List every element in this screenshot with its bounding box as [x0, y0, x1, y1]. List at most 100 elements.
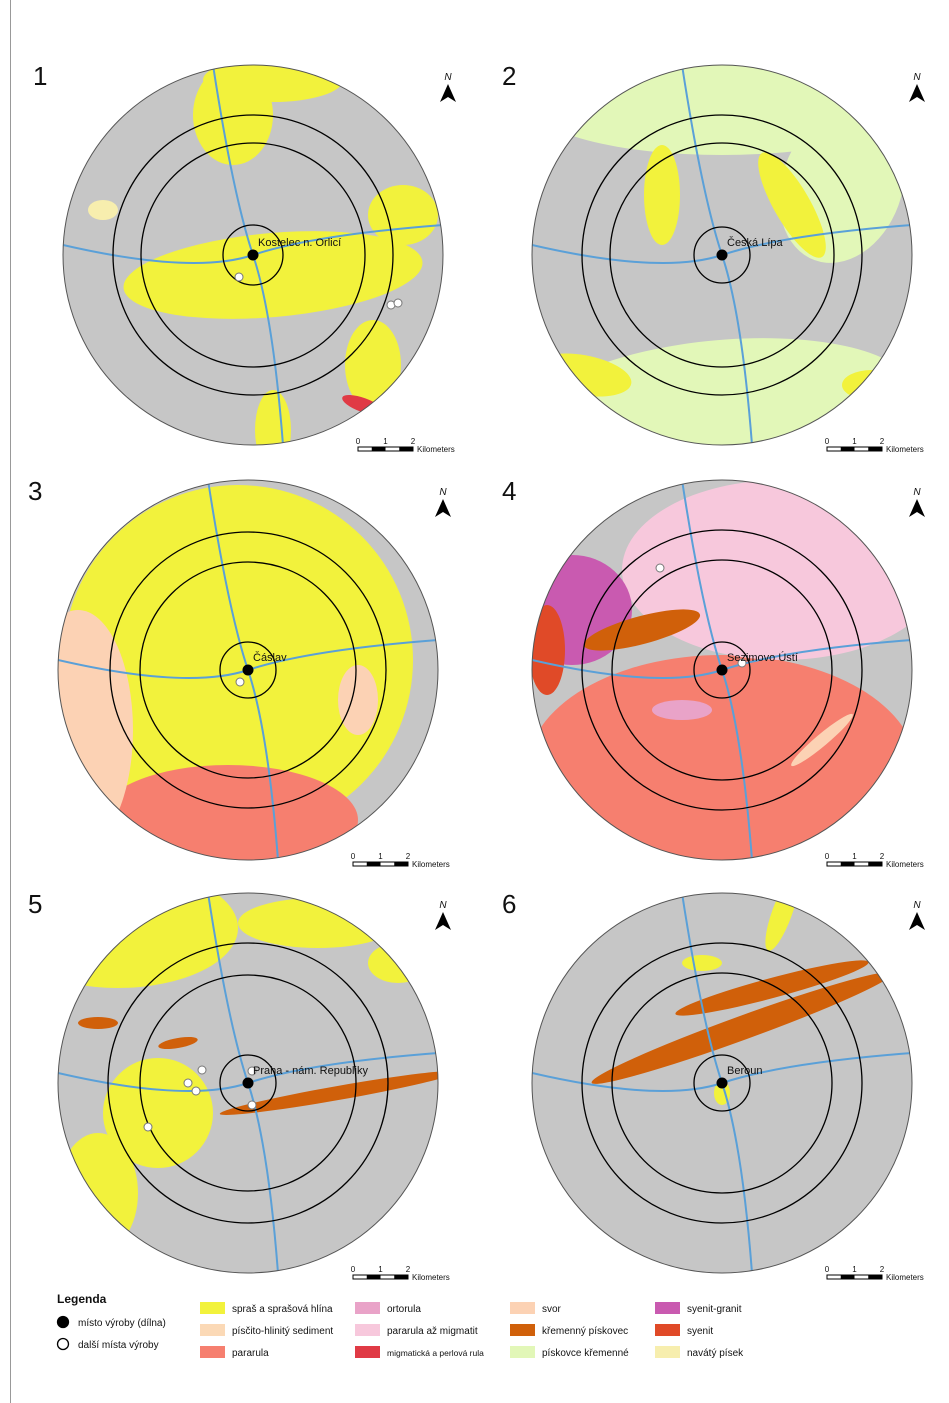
- place-label: Kostelec n. Orlicí: [258, 237, 341, 249]
- geology-area: [644, 145, 680, 245]
- geology-area: [532, 605, 565, 695]
- panel-number: 6: [502, 889, 516, 919]
- scale-label: 2: [411, 437, 416, 446]
- geology-area: [255, 390, 291, 445]
- outline: [531, 892, 913, 1274]
- other-site: [737, 658, 747, 668]
- geology-area: [675, 960, 869, 1016]
- map-panel: [532, 480, 912, 860]
- geology-area: [88, 200, 118, 220]
- buffer-ring: [222, 224, 284, 286]
- legend-label: pararula až migmatit: [387, 1326, 478, 1337]
- outline: [57, 892, 439, 1274]
- place-label: Česká Lípa: [727, 236, 784, 249]
- scale-label: 0: [825, 437, 830, 446]
- legend-label: místo výroby (dílna): [78, 1318, 166, 1329]
- place-label: Sezimovo Ústí: [727, 651, 798, 664]
- other-site: [393, 298, 403, 308]
- legend-title: Legenda: [57, 1292, 107, 1306]
- scale-label: 1: [852, 852, 857, 861]
- other-site: [655, 563, 665, 573]
- buffer-ring: [140, 142, 366, 368]
- geology-area: [532, 655, 912, 860]
- legend-swatch: [655, 1302, 680, 1314]
- north-label: N: [913, 72, 921, 83]
- other-site: [234, 272, 244, 282]
- workshop-site: [247, 249, 259, 261]
- north-arrow: [435, 912, 451, 930]
- buffer-ring: [107, 942, 389, 1224]
- north-arrow: [909, 84, 925, 102]
- scale-label: 0: [351, 1265, 356, 1274]
- north-arrow: [909, 499, 925, 517]
- workshop-site: [716, 1077, 728, 1089]
- scale-label: 0: [825, 1265, 830, 1274]
- legend-label: syenit: [687, 1326, 713, 1337]
- geology-area: [219, 1071, 438, 1115]
- scale-label: 0: [825, 852, 830, 861]
- scale-bar: [394, 862, 408, 866]
- scale-label: 1: [852, 1265, 857, 1274]
- outline: [531, 64, 913, 446]
- scale-bar: [868, 862, 882, 866]
- workshop-site: [716, 249, 728, 261]
- scale-unit: Kilometers: [886, 860, 924, 869]
- geology-area: [591, 972, 893, 1084]
- legend-swatch: [355, 1346, 380, 1358]
- legend-swatch: [655, 1324, 680, 1336]
- legend-label: pararula: [232, 1348, 269, 1359]
- outline: [57, 479, 439, 861]
- north-label: N: [913, 487, 921, 498]
- other-site: [247, 1066, 257, 1076]
- legend-swatch: [510, 1346, 535, 1358]
- legend-swatch: [355, 1324, 380, 1336]
- workshop-site: [242, 664, 254, 676]
- geology-area: [158, 1036, 198, 1050]
- geology-area: [368, 943, 428, 983]
- place-label: Praha - nám. Republiky: [253, 1065, 368, 1077]
- geology-area: [203, 65, 343, 102]
- legend-label: další místa výroby: [78, 1340, 159, 1351]
- scale-bar: [366, 862, 381, 866]
- buffer-ring: [219, 641, 277, 699]
- legend-label: křemenný pískovec: [542, 1326, 628, 1337]
- legend-swatch: [355, 1302, 380, 1314]
- scale-unit: Kilometers: [412, 860, 450, 869]
- geology-area: [58, 610, 133, 850]
- buffer-ring: [693, 226, 751, 284]
- scale-unit: Kilometers: [412, 1273, 450, 1282]
- north-arrow: [440, 84, 456, 102]
- place-label: Čáslav: [253, 651, 287, 664]
- scale-bar: [840, 862, 855, 866]
- scale-unit: Kilometers: [886, 445, 924, 454]
- north-arrow: [909, 912, 925, 930]
- buffer-ring: [609, 142, 835, 368]
- scale-label: 0: [356, 437, 361, 446]
- workshop-site: [716, 664, 728, 676]
- legend-label: syenit-granit: [687, 1304, 742, 1315]
- outline: [531, 479, 913, 861]
- other-site: [143, 1122, 153, 1132]
- geology-area: [758, 152, 826, 258]
- legend-label: písčito-hlinitý sediment: [232, 1326, 333, 1337]
- buffer-ring: [112, 114, 394, 396]
- scale-label: 1: [378, 1265, 383, 1274]
- scale-label: 2: [406, 852, 411, 861]
- buffer-ring: [581, 114, 863, 396]
- legend-label: migmatická a perlová rula: [387, 1348, 484, 1358]
- legend-label: ortorula: [387, 1304, 421, 1315]
- buffer-ring: [581, 942, 863, 1224]
- other-site: [247, 1100, 257, 1110]
- buffer-ring: [109, 531, 387, 809]
- geology-area: [842, 370, 902, 400]
- scale-label: 2: [406, 1265, 411, 1274]
- north-arrow: [435, 499, 451, 517]
- geology-area: [338, 665, 378, 735]
- geology-area: [58, 893, 238, 988]
- panel-number: 2: [502, 61, 516, 91]
- buffer-ring: [219, 1054, 277, 1112]
- buffer-ring: [581, 529, 863, 811]
- geology-area: [78, 1017, 118, 1029]
- buffer-ring: [611, 559, 833, 781]
- map-panel: [58, 893, 438, 1273]
